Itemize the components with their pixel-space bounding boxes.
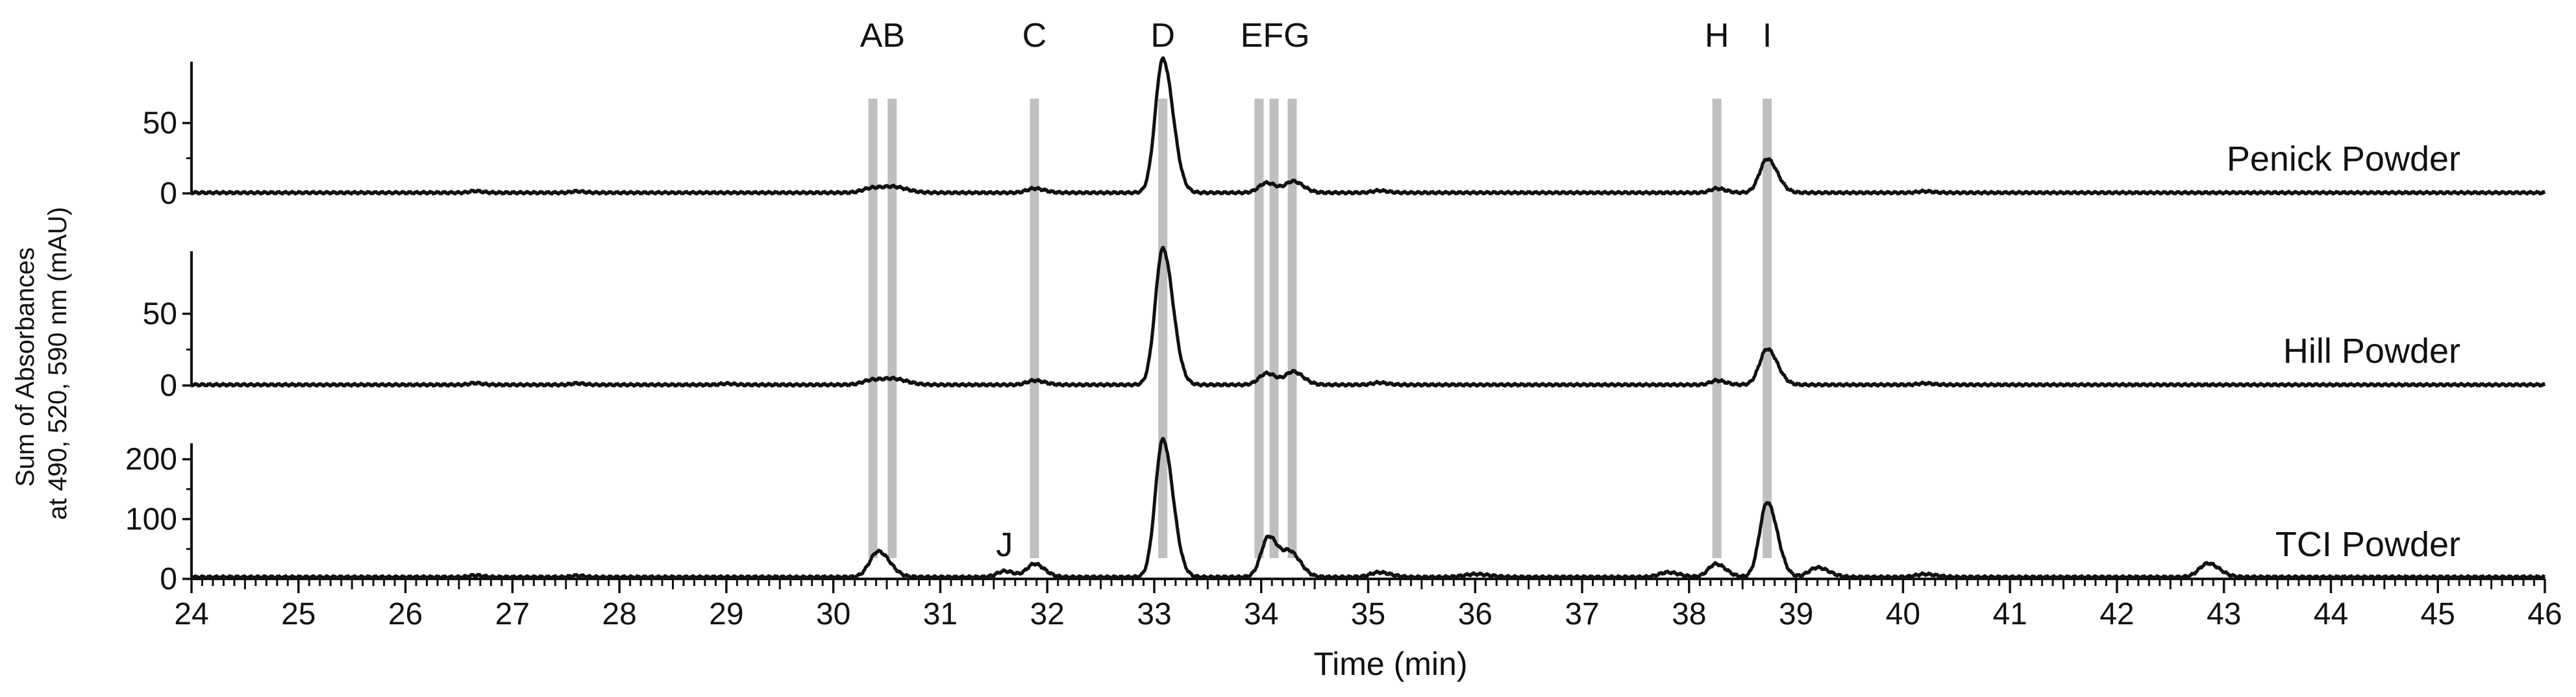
x-tick-label: 43 — [2207, 597, 2241, 631]
series-label-penick: Penick Powder — [2227, 140, 2460, 178]
series-label-hill: Hill Powder — [2283, 332, 2460, 371]
x-tick-label: 24 — [174, 597, 208, 631]
x-tick-label: 45 — [2421, 597, 2455, 631]
y-tick-label: 0 — [160, 177, 177, 211]
peak-band-c — [1030, 99, 1039, 558]
x-axis: 24 25 26 27 28 29 30 31 32 33 34 35 36 37 38 39 40 41 42 43… — [174, 578, 2562, 631]
x-tick-label: 40 — [1886, 597, 1920, 631]
peak-band-a — [868, 99, 878, 558]
y-tick-label: 0 — [160, 562, 177, 596]
x-tick-label: 36 — [1458, 597, 1492, 631]
peak-label-efg: EFG — [1241, 17, 1310, 55]
y-tick-label: 200 — [125, 443, 177, 477]
y-tick-label: 100 — [125, 502, 177, 537]
peak-band-e — [1254, 99, 1264, 558]
x-tick-label: 32 — [1030, 597, 1064, 631]
x-tick-label: 41 — [1992, 597, 2027, 631]
peak-label-i: I — [1763, 17, 1772, 55]
trace-line-penick — [190, 56, 2546, 196]
peak-band-d — [1158, 99, 1168, 558]
peak-label-h: H — [1705, 17, 1729, 55]
peak-band-b — [887, 99, 897, 558]
peak-label-ab: AB — [860, 17, 905, 55]
peak-band-h — [1712, 99, 1722, 558]
x-tick-label: 38 — [1672, 597, 1706, 631]
x-tick-label: 44 — [2314, 597, 2348, 631]
peak-marker-bands — [868, 99, 1772, 558]
x-axis-title: Time (min) — [1313, 646, 1467, 682]
x-tick-label: 25 — [281, 597, 316, 631]
peak-band-g — [1287, 99, 1297, 558]
peak-band-i — [1763, 99, 1772, 558]
x-tick-label: 37 — [1565, 597, 1599, 631]
x-tick-label: 26 — [388, 597, 423, 631]
x-tick-label: 35 — [1351, 597, 1385, 631]
panel-penick: 0 50 Penick Powder — [143, 56, 2546, 211]
y-axis-title-line-2: at 490, 520, 590 nm (mAU) — [43, 207, 72, 520]
panel-hill: 0 50 Hill Powder — [143, 245, 2546, 403]
x-tick-label: 31 — [923, 597, 958, 631]
peak-labels: AB C D EFG H I — [860, 17, 1772, 55]
panel-tci: 0 100 200 TCI Powder J — [125, 437, 2546, 596]
trace-panels: 0 50 Penick Powder 0 50 Hill Powder 0 100 200 TCI… — [125, 56, 2546, 596]
x-tick-label: 29 — [709, 597, 743, 631]
y-axis-title-line-1: Sum of Absorbances — [11, 247, 40, 487]
peak-label-c: C — [1022, 17, 1047, 55]
x-tick-label: 28 — [602, 597, 636, 631]
peak-label-j: J — [996, 526, 1013, 564]
x-tick-label: 42 — [2099, 597, 2134, 631]
y-tick-label: 50 — [143, 297, 177, 331]
x-tick-label: 33 — [1137, 597, 1171, 631]
x-tick-label: 46 — [2527, 597, 2562, 631]
peak-band-f — [1269, 99, 1279, 558]
y-tick-label: 0 — [160, 369, 177, 403]
x-tick-label: 27 — [495, 597, 530, 631]
peak-label-d: D — [1150, 17, 1175, 55]
x-tick-label: 39 — [1779, 597, 1813, 631]
x-tick-label: 30 — [816, 597, 850, 631]
trace-line-tci — [190, 437, 2546, 580]
y-axis-title: Sum of Absorbances at 490, 520, 590 nm (… — [11, 207, 72, 520]
series-label-tci: TCI Powder — [2275, 525, 2460, 564]
trace-line-hill — [190, 245, 2546, 388]
x-tick-label: 34 — [1244, 597, 1278, 631]
y-tick-label: 50 — [143, 106, 177, 141]
